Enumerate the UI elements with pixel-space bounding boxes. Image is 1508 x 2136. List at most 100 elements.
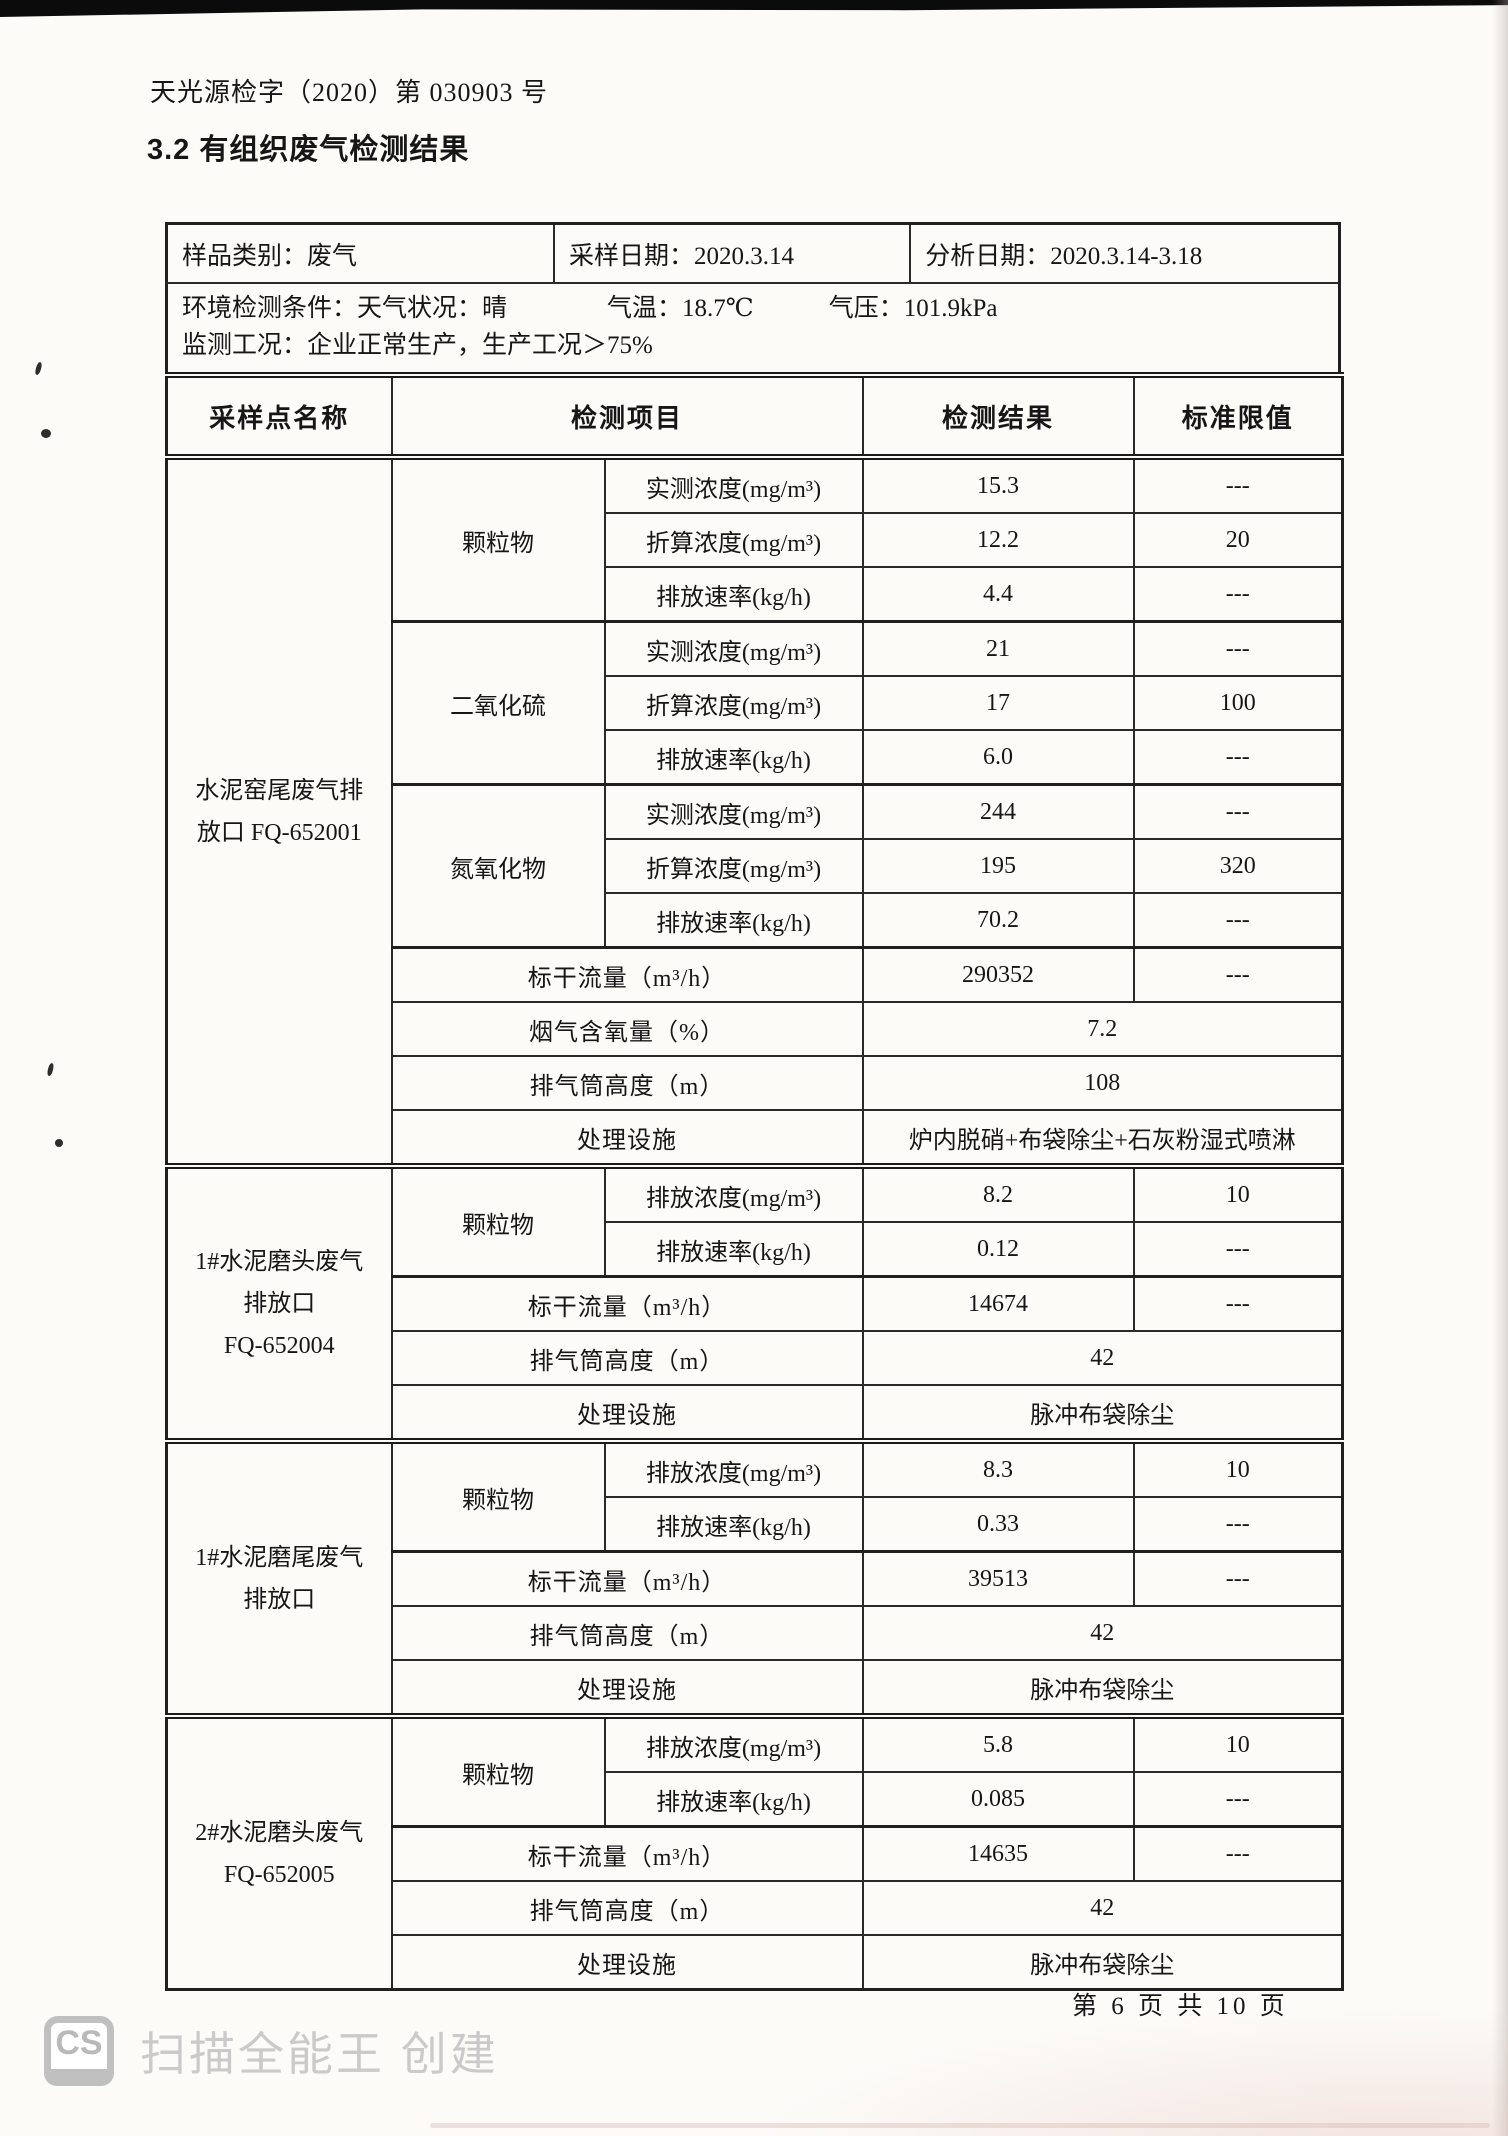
- table-row: 烟气含氧量（%） 7.2: [167, 1001, 1344, 1057]
- limit-cell: 320: [1132, 838, 1344, 894]
- item-cell: 排放速率(kg/h): [603, 892, 864, 949]
- summary-value-cell: 炉内脱硝+布袋除尘+石灰粉湿式喷淋: [861, 1109, 1344, 1167]
- summary-value-cell: 7.2: [861, 1001, 1344, 1057]
- summary-value-cell: 42: [861, 1880, 1344, 1936]
- results-table: 采样点名称 检测项目 检测结果 标准限值 水泥窑尾废气排 放口 FQ-65200…: [165, 372, 1345, 1991]
- limit-cell: 10: [1132, 1163, 1344, 1223]
- summary-label-cell: 标干流量（m³/h）: [390, 1825, 864, 1882]
- summary-value-cell: 脉冲布袋除尘: [861, 1934, 1344, 1991]
- right-edge-shade: [1492, 0, 1508, 2136]
- limit-cell: ---: [1132, 892, 1344, 949]
- result-cell: 6.0: [861, 729, 1135, 786]
- summary-label-cell: 处理设施: [390, 1934, 864, 1991]
- limit-cell: 20: [1132, 512, 1344, 568]
- result-cell: 17: [861, 675, 1135, 731]
- col-header-limit: 标准限值: [1132, 374, 1344, 460]
- table-row: 排放速率(kg/h) 0.12 ---: [167, 1221, 1344, 1278]
- table-row: 折算浓度(mg/m³) 12.2 20: [167, 512, 1344, 568]
- table-row: 1#水泥磨头废气 排放口 FQ-652004 颗粒物 排放浓度(mg/m³) 8…: [165, 1163, 1344, 1442]
- pollutant-cell: 二氧化硫: [390, 620, 606, 786]
- summary-label-cell: 排气筒高度（m）: [390, 1330, 864, 1386]
- table-row: 排放速率(kg/h) 70.2 ---: [167, 892, 1344, 949]
- doc-number: 天光源检字（2020）第 030903 号: [150, 78, 549, 107]
- item-cell: 折算浓度(mg/m³): [603, 675, 864, 731]
- result-cell: 8.3: [861, 1438, 1135, 1498]
- result-cell: 195: [861, 838, 1135, 894]
- table-row: 排放速率(kg/h) 0.085 ---: [167, 1771, 1344, 1828]
- summary-label-cell: 排气筒高度（m）: [390, 1605, 864, 1661]
- table-row: 标干流量（m³/h） 39513 ---: [167, 1550, 1344, 1607]
- table-row: 折算浓度(mg/m³) 17 100: [167, 675, 1344, 731]
- pollutant-cell: 颗粒物: [390, 1438, 606, 1553]
- summary-label-cell: 烟气含氧量（%）: [390, 1001, 864, 1057]
- table-row: 二氧化硫 实测浓度(mg/m³) 21 ---: [167, 620, 1344, 786]
- item-cell: 实测浓度(mg/m³): [603, 783, 864, 840]
- table-row: 标干流量（m³/h） 14635 ---: [167, 1825, 1344, 1882]
- site-cell-fq652005: 2#水泥磨头废气 FQ-652005: [165, 1713, 393, 1991]
- bottom-right-tint: [748, 2006, 1508, 2136]
- table-row: 处理设施 脉冲布袋除尘: [167, 1659, 1344, 1717]
- result-cell: 39513: [861, 1550, 1135, 1607]
- table-row: 2#水泥磨头废气 FQ-652005 颗粒物 排放浓度(mg/m³) 5.8 1…: [165, 1713, 1344, 1991]
- scan-speck: [34, 361, 43, 376]
- watermark-text: 扫描全能王 创建: [140, 2028, 499, 2080]
- limit-cell: 10: [1132, 1438, 1344, 1498]
- summary-label-cell: 标干流量（m³/h）: [390, 946, 864, 1003]
- summary-label-cell: 排气筒高度（m）: [390, 1055, 864, 1111]
- result-cell: 15.3: [861, 456, 1135, 514]
- summary-label-cell: 标干流量（m³/h）: [390, 1275, 864, 1332]
- site-line: 1#水泥磨尾废气: [195, 1544, 364, 1571]
- limit-cell: ---: [1132, 1221, 1344, 1278]
- result-cell: 4.4: [861, 566, 1135, 623]
- limit-cell: ---: [1132, 1825, 1344, 1882]
- summary-label-cell: 处理设施: [390, 1384, 864, 1442]
- summary-value-cell: 脉冲布袋除尘: [861, 1384, 1344, 1442]
- summary-label-cell: 排气筒高度（m）: [390, 1880, 864, 1936]
- info-sample-type: 样品类别：废气: [168, 225, 556, 282]
- table-row: 排气筒高度（m） 42: [167, 1880, 1344, 1936]
- limit-cell: ---: [1132, 1771, 1344, 1828]
- item-cell: 排放速率(kg/h): [603, 566, 864, 623]
- item-cell: 排放速率(kg/h): [603, 729, 864, 786]
- summary-value-cell: 42: [861, 1605, 1344, 1661]
- site-line: 水泥窑尾废气排: [195, 777, 364, 804]
- table-row: 氮氧化物 实测浓度(mg/m³) 244 ---: [167, 783, 1344, 949]
- camscanner-logo-base: [44, 2069, 114, 2086]
- bottom-edge-streak: [430, 2123, 1490, 2128]
- limit-cell: 100: [1132, 675, 1344, 731]
- table-row: 处理设施 炉内脱硝+布袋除尘+石灰粉湿式喷淋: [167, 1109, 1344, 1167]
- table-row: 排气筒高度（m） 42: [167, 1330, 1344, 1386]
- info-row-top: 样品类别：废气 采样日期：2020.3.14 分析日期：2020.3.14-3.…: [165, 222, 1341, 284]
- camscanner-logo-letters: CS: [55, 2024, 103, 2062]
- summary-value-cell: 108: [861, 1055, 1344, 1111]
- result-cell: 0.085: [861, 1771, 1135, 1828]
- limit-cell: ---: [1132, 620, 1344, 677]
- item-cell: 折算浓度(mg/m³): [603, 838, 864, 894]
- info-analysis-date: 分析日期：2020.3.14-3.18: [925, 242, 1203, 270]
- table-row: 排放速率(kg/h) 4.4 ---: [167, 566, 1344, 623]
- site-line: FQ-652004: [223, 1332, 335, 1359]
- limit-cell: ---: [1132, 1496, 1344, 1553]
- item-cell: 排放速率(kg/h): [603, 1771, 864, 1828]
- site-line: 2#水泥磨头废气: [195, 1819, 364, 1846]
- site-line: 排放口: [243, 1586, 316, 1613]
- table-header-row: 采样点名称 检测项目 检测结果 标准限值: [165, 374, 1344, 460]
- info-env-conditions: 环境检测条件：天气状况：晴 气温：18.7℃ 气压：101.9kPa: [182, 295, 998, 322]
- table-row: 折算浓度(mg/m³) 195 320: [167, 838, 1344, 894]
- table-row: 排气筒高度（m） 108: [167, 1055, 1344, 1111]
- table-row: 水泥窑尾废气排 放口 FQ-652001 颗粒物 实测浓度(mg/m³) 15.…: [165, 456, 1344, 1167]
- result-cell: 244: [861, 783, 1135, 840]
- camscanner-logo-icon: CS: [44, 2016, 114, 2086]
- result-cell: 8.2: [861, 1163, 1135, 1223]
- table-row: 标干流量（m³/h） 290352 ---: [167, 946, 1344, 1003]
- limit-cell: ---: [1132, 946, 1344, 1003]
- result-cell: 0.33: [861, 1496, 1135, 1553]
- site-line: 放口 FQ-652001: [196, 819, 362, 846]
- limit-cell: ---: [1132, 566, 1344, 623]
- result-cell: 14674: [861, 1275, 1135, 1332]
- item-cell: 实测浓度(mg/m³): [603, 456, 864, 514]
- scan-speck: [41, 429, 51, 438]
- pollutant-cell: 颗粒物: [390, 1713, 606, 1828]
- summary-label-cell: 处理设施: [390, 1109, 864, 1167]
- camscanner-watermark: CS 扫描全能王 创建: [44, 2016, 499, 2086]
